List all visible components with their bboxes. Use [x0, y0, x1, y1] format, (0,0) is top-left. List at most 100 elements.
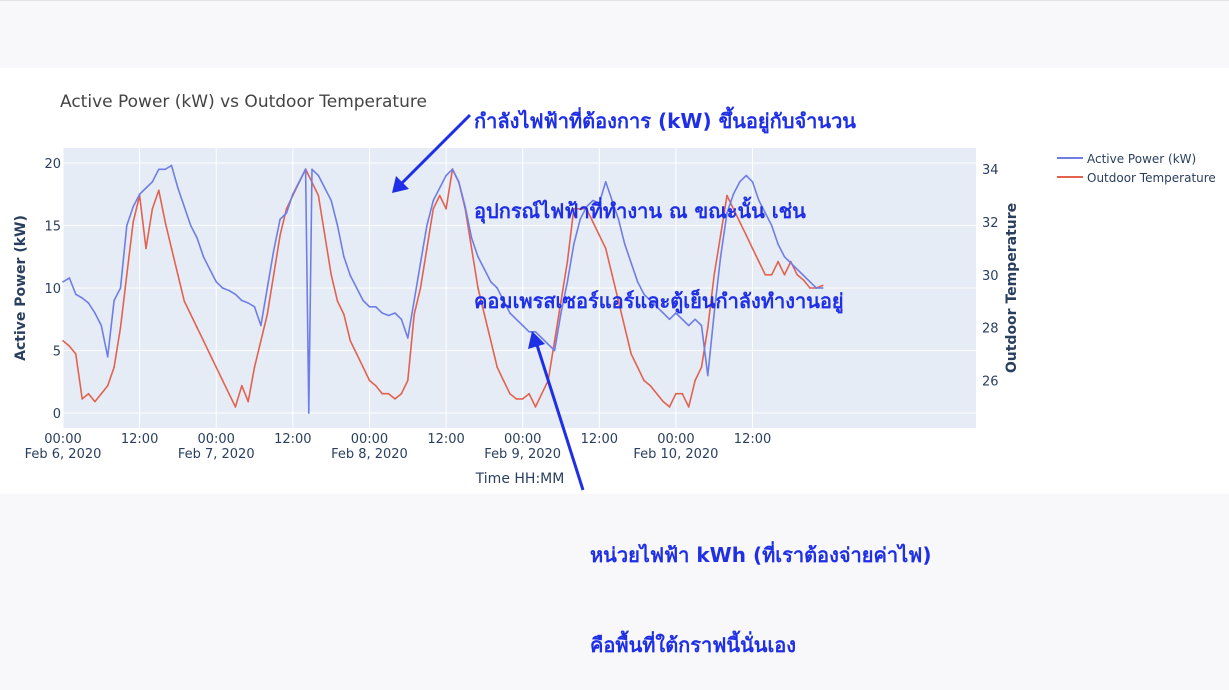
data-point: [221, 379, 224, 382]
data-point: [407, 337, 409, 339]
data-point: [668, 406, 671, 408]
series-active-power-kw-: [62, 164, 824, 414]
data-point: [400, 392, 403, 395]
data-point: [177, 187, 179, 189]
data-point: [375, 384, 377, 387]
data-point: [355, 287, 358, 289]
data-point: [368, 379, 371, 382]
data-point: [656, 392, 658, 395]
series-outdoor-temperature: [62, 168, 824, 408]
data-point: [770, 274, 773, 276]
data-point: [592, 221, 594, 223]
data-point: [687, 324, 690, 327]
data-point: [783, 274, 786, 276]
data-point: [407, 379, 409, 382]
data-point: [515, 398, 518, 400]
data-point: [279, 218, 281, 221]
data-point: [592, 199, 594, 202]
legend-item-label[interactable]: Active Power (kW): [1087, 152, 1196, 166]
data-point: [196, 237, 198, 239]
y2-tick-label: 30: [982, 269, 999, 284]
data-point: [662, 312, 664, 314]
annotation-arrowhead-2: [528, 331, 545, 349]
y2-tick-label: 34: [982, 163, 999, 178]
data-point: [822, 287, 824, 289]
data-point: [87, 392, 90, 395]
legend-item-label[interactable]: Outdoor Temperature: [1087, 171, 1216, 185]
data-point: [279, 234, 281, 236]
data-point: [477, 287, 479, 289]
data-point: [790, 262, 792, 264]
y-tick-label: 15: [44, 220, 61, 235]
data-point: [375, 306, 377, 308]
data-point: [822, 284, 824, 287]
data-point: [241, 384, 243, 387]
data-point: [119, 287, 122, 289]
data-point: [502, 379, 505, 382]
y2-tick-label: 26: [982, 374, 999, 389]
data-point: [247, 400, 249, 403]
data-point: [719, 255, 722, 258]
data-point: [624, 243, 626, 246]
data-point: [387, 314, 390, 317]
data-point: [330, 274, 333, 276]
data-point: [726, 194, 728, 197]
data-point: [324, 234, 326, 236]
data-point: [317, 174, 320, 177]
x-tick-time: 12:00: [427, 432, 464, 447]
data-point: [458, 181, 460, 183]
data-point: [260, 324, 262, 327]
data-point: [694, 379, 696, 382]
data-point: [343, 313, 345, 316]
data-point: [528, 331, 530, 333]
data-point: [381, 312, 384, 314]
data-point: [656, 306, 658, 308]
data-point: [541, 337, 543, 339]
data-point: [630, 353, 632, 355]
data-point: [336, 300, 339, 303]
data-point: [630, 262, 632, 264]
x-tick-date: Feb 6, 2020: [25, 447, 102, 462]
y2-axis-label: Outdoor Temperature: [1004, 203, 1020, 373]
data-point: [215, 281, 217, 283]
data-point: [106, 384, 109, 387]
x-tick-date: Feb 9, 2020: [484, 447, 561, 462]
data-point: [202, 255, 205, 258]
data-point: [438, 194, 441, 197]
data-point: [381, 392, 384, 395]
data-point: [521, 324, 524, 327]
legend[interactable]: Active Power (kW) Outdoor Temperature: [1057, 152, 1216, 185]
data-point: [764, 274, 767, 276]
data-point: [553, 340, 556, 342]
data-point: [349, 340, 352, 342]
data-point: [643, 293, 645, 296]
data-point: [170, 247, 173, 250]
data-point: [451, 168, 454, 171]
data-point: [802, 274, 805, 277]
data-point: [483, 313, 486, 316]
data-point: [228, 392, 230, 395]
data-point: [170, 164, 173, 167]
x-tick-time: 12:00: [274, 432, 311, 447]
data-point: [687, 406, 690, 408]
data-point: [75, 353, 77, 355]
data-point: [119, 326, 122, 329]
annotation-top-line-2: อุปกรณ์ไฟฟ้าที่ทำงาน ณ ขณะนั้น เช่น: [474, 199, 806, 223]
x-axis-label: Time HH:MM: [475, 471, 565, 487]
x-tick-time: 00:00: [657, 432, 694, 447]
data-point: [534, 406, 537, 408]
data-point: [62, 340, 64, 342]
data-point: [189, 224, 192, 227]
data-point: [579, 208, 581, 210]
data-point: [764, 212, 767, 214]
data-point: [611, 274, 613, 276]
data-point: [81, 398, 83, 400]
data-point: [796, 268, 798, 271]
data-point: [362, 299, 364, 302]
data-point: [477, 255, 479, 258]
data-point: [324, 187, 326, 189]
data-point: [94, 400, 96, 403]
data-point: [87, 302, 90, 304]
data-point: [253, 366, 256, 369]
